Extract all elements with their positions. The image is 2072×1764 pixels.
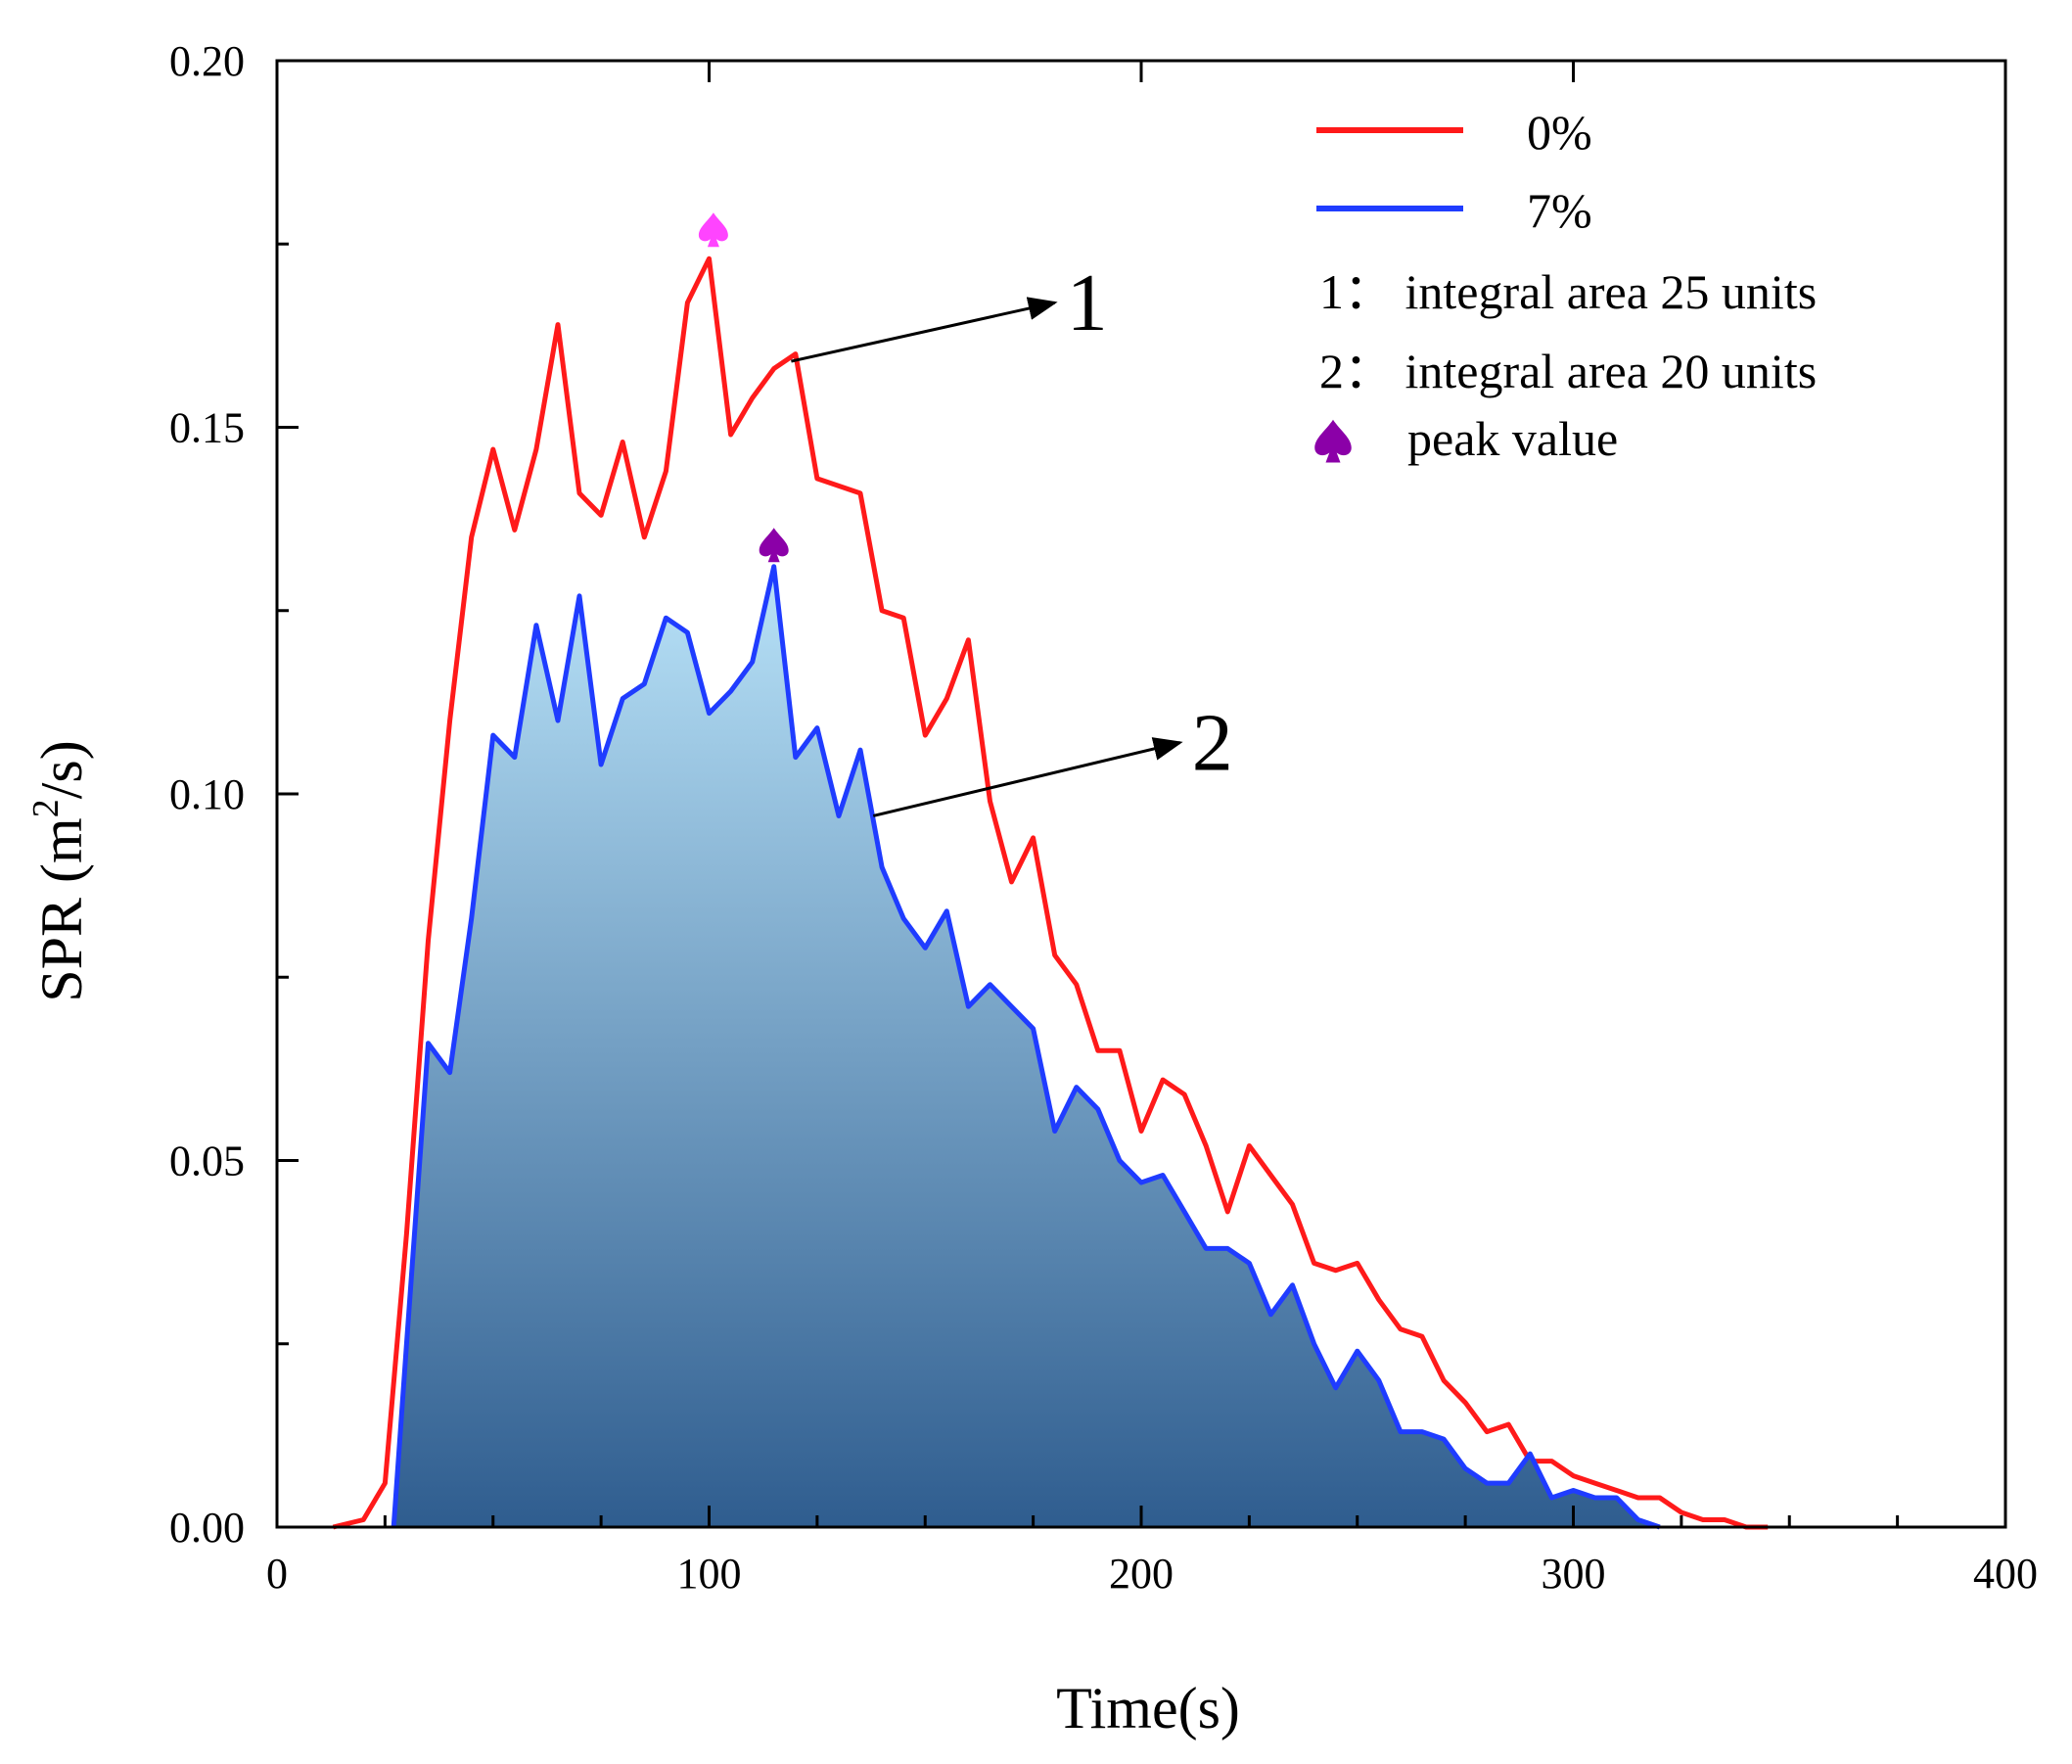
x-tick-label: 100	[677, 1550, 742, 1598]
peak-spade-icon	[698, 212, 728, 248]
x-tick-label: 200	[1109, 1550, 1174, 1598]
legend-peak-label: peak value	[1407, 411, 1618, 466]
x-tick-label: 300	[1542, 1550, 1606, 1598]
peak-marker-icon-1	[698, 212, 728, 248]
legend-label-7pct: 7%	[1527, 183, 1592, 238]
y-axis-title-superscript: 2	[25, 799, 67, 817]
annotation-label-2: 2	[1192, 698, 1233, 789]
legend-annotation-1: 1： integral area 25 units	[1319, 264, 1817, 319]
x-axis-title: Time(s)	[1056, 1676, 1240, 1741]
legend-spade-icon	[1314, 419, 1352, 463]
legend-peak-marker-icon	[1314, 419, 1352, 463]
y-axis-title: SPR (m2/s)	[25, 740, 94, 1001]
series-layer	[332, 255, 1769, 1530]
annotation-layer: 12	[698, 212, 1233, 817]
x-tick-label: 0	[266, 1550, 288, 1598]
axes-layer: 0 100 200 300 400 0.00 0.05 0.10 0.15 0.20	[169, 37, 2038, 1598]
annotation-arrow-1	[791, 297, 1058, 363]
y-tick-label: 0.15	[169, 404, 245, 452]
y-tick-label: 0.10	[169, 770, 245, 818]
annotation-arrow-2	[872, 737, 1183, 817]
y-tick-label: 0.05	[169, 1137, 245, 1185]
legend: 0% 7% 1： integral area 25 units 2： integ…	[1314, 105, 1817, 466]
peak-spade-icon	[759, 528, 789, 563]
y-tick-label: 0.00	[169, 1504, 245, 1552]
legend-annotation-2: 2： integral area 20 units	[1319, 344, 1817, 398]
peak-marker-icon-2	[759, 528, 789, 563]
x-tick-label: 400	[1973, 1550, 2038, 1598]
y-axis-title-tail: /s)	[29, 740, 94, 799]
series-line-7pct	[391, 564, 1661, 1530]
legend-label-0pct: 0%	[1527, 105, 1592, 160]
annotation-label-1: 1	[1067, 257, 1108, 348]
y-axis-title-main: SPR (m	[29, 817, 94, 1001]
y-tick-label: 0.20	[169, 37, 245, 85]
series-area-7pct	[393, 566, 1660, 1527]
